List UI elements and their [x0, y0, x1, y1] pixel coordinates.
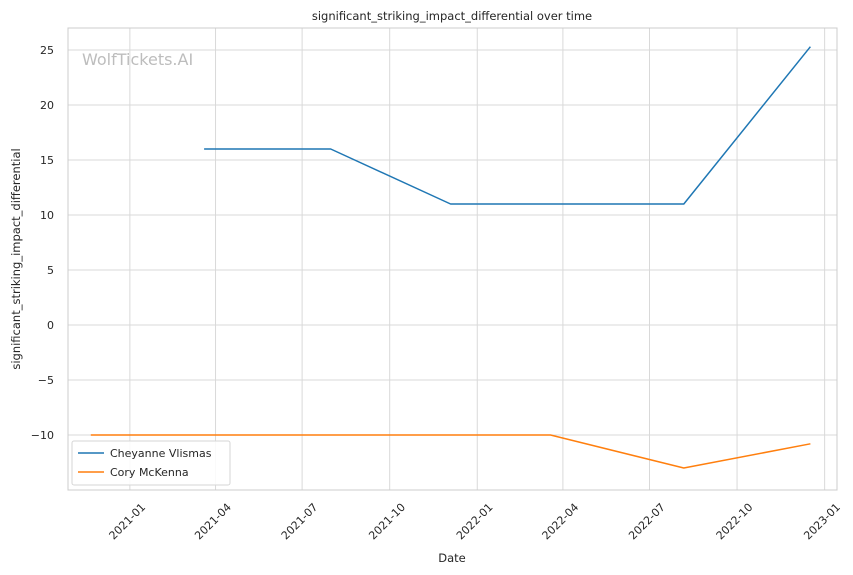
y-axis-ticks: 25 20 15 10 5 0 −5 −10 — [31, 44, 54, 442]
legend-label-cheyanne-vlismas: Cheyanne Vlismas — [110, 447, 212, 460]
legend: Cheyanne Vlismas Cory McKenna — [71, 440, 231, 486]
y-tick-label: 0 — [47, 319, 54, 332]
y-tick-label: 10 — [40, 209, 54, 222]
y-tick-label: 15 — [40, 154, 54, 167]
legend-box — [71, 440, 231, 486]
series-lines — [90, 46, 811, 469]
y-tick-label: −5 — [38, 374, 54, 387]
y-tick-label: −10 — [31, 429, 54, 442]
watermark-text: WolfTickets.AI — [82, 50, 193, 69]
y-tick-label: 25 — [40, 44, 54, 57]
y-axis-label: significant_striking_impact_differential — [9, 148, 23, 369]
series-line-cheyanne-vlismas — [204, 46, 811, 205]
legend-label-cory-mckenna: Cory McKenna — [110, 466, 189, 479]
y-tick-label: 5 — [47, 264, 54, 277]
chart-title: significant_striking_impact_differential… — [312, 9, 592, 23]
plot-area-frame — [67, 27, 838, 491]
y-tick-label: 20 — [40, 99, 54, 112]
series-line-cory-mckenna — [90, 434, 811, 469]
x-axis-label: Date — [438, 551, 466, 565]
